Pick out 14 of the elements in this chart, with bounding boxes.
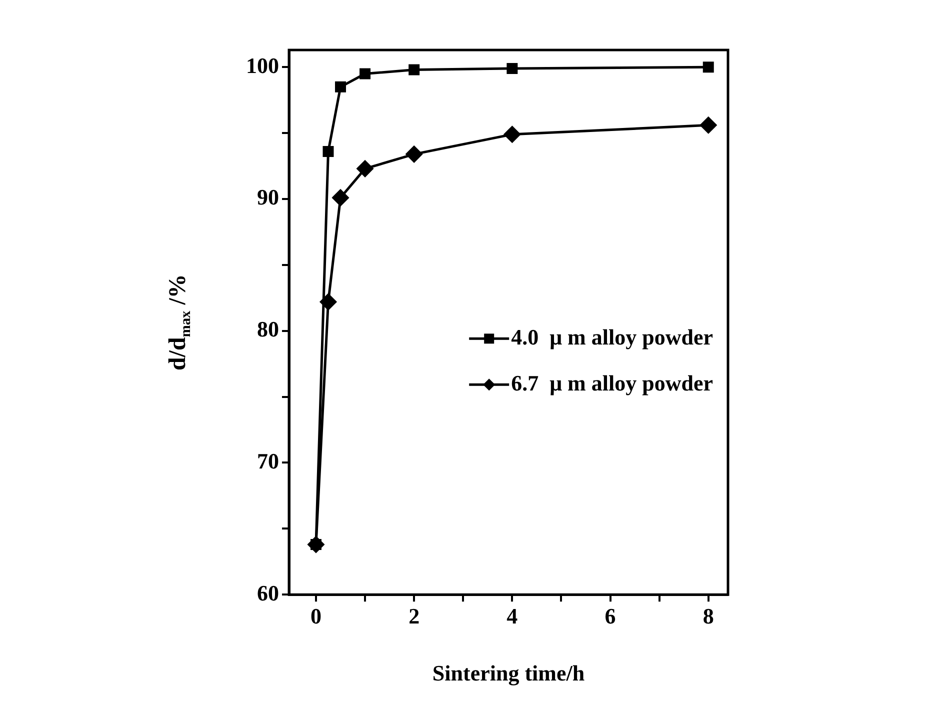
x-tick-label: 0 (310, 603, 322, 628)
x-axis-title: Sintering time/h (432, 660, 585, 686)
y-tick-label: 70 (257, 448, 279, 474)
x-tick-label: 6 (604, 603, 616, 628)
legend-label: 6.7 μ m alloy powder (511, 370, 714, 396)
y-tick-label: 60 (257, 580, 279, 606)
x-tick-label: 4 (506, 603, 518, 628)
y-axis-title: d/dmax /% (165, 274, 194, 371)
y-tick-label: 90 (257, 184, 279, 210)
legend-label: 4.0 μ m alloy powder (511, 324, 714, 350)
x-tick-label: 2 (408, 603, 420, 628)
y-tick-label: 80 (257, 316, 279, 342)
x-tick-label: 8 (702, 603, 714, 628)
y-tick-label: 100 (246, 52, 279, 78)
